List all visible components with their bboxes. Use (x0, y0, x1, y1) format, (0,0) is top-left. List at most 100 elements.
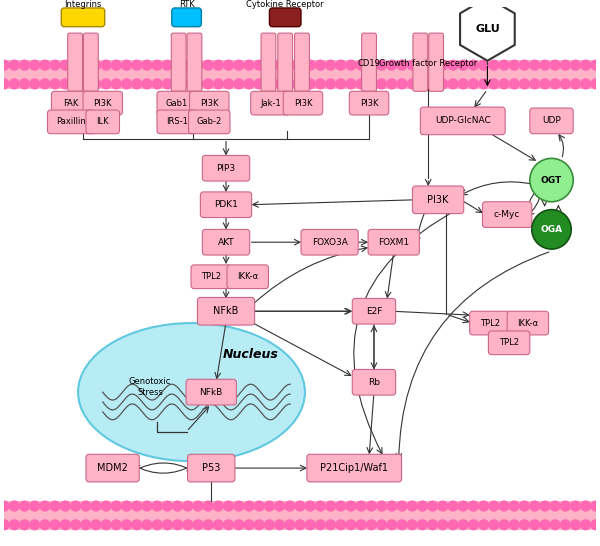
FancyBboxPatch shape (86, 454, 139, 482)
Circle shape (326, 79, 335, 89)
Circle shape (91, 79, 101, 89)
Circle shape (173, 501, 182, 511)
Circle shape (305, 79, 315, 89)
FancyBboxPatch shape (295, 33, 310, 91)
Circle shape (367, 79, 376, 89)
Text: CD19: CD19 (358, 59, 380, 68)
Circle shape (132, 60, 142, 70)
Circle shape (61, 60, 70, 70)
Circle shape (265, 520, 274, 530)
Circle shape (61, 520, 70, 530)
Text: Integrins: Integrins (64, 1, 101, 9)
Circle shape (152, 60, 162, 70)
Text: FAK: FAK (64, 99, 79, 108)
Circle shape (377, 501, 386, 511)
Circle shape (163, 520, 172, 530)
Circle shape (173, 79, 182, 89)
Circle shape (234, 60, 244, 70)
Circle shape (30, 520, 40, 530)
Circle shape (367, 520, 376, 530)
Circle shape (316, 60, 325, 70)
Circle shape (254, 501, 264, 511)
Circle shape (152, 520, 162, 530)
Text: Nucleus: Nucleus (223, 348, 278, 361)
Circle shape (407, 501, 417, 511)
Circle shape (295, 520, 305, 530)
Circle shape (193, 501, 203, 511)
Circle shape (469, 501, 478, 511)
Text: P53: P53 (202, 463, 220, 473)
Circle shape (448, 520, 458, 530)
Circle shape (254, 520, 264, 530)
Circle shape (591, 60, 600, 70)
Circle shape (387, 60, 397, 70)
Circle shape (560, 60, 570, 70)
Circle shape (550, 501, 560, 511)
FancyBboxPatch shape (412, 186, 464, 213)
Circle shape (101, 520, 111, 530)
Circle shape (469, 60, 478, 70)
Circle shape (224, 79, 233, 89)
FancyBboxPatch shape (157, 110, 196, 134)
Circle shape (50, 501, 60, 511)
Circle shape (509, 60, 519, 70)
Bar (4, 60, 596, 90)
Text: GLU: GLU (475, 24, 500, 34)
Circle shape (571, 79, 580, 89)
Circle shape (234, 501, 244, 511)
Text: P21Cip1/Waf1: P21Cip1/Waf1 (320, 463, 388, 473)
FancyBboxPatch shape (188, 454, 235, 482)
Circle shape (112, 79, 121, 89)
Circle shape (438, 79, 448, 89)
Text: E2F: E2F (366, 307, 382, 316)
Bar (4, 501, 596, 530)
Circle shape (530, 520, 539, 530)
FancyBboxPatch shape (530, 108, 573, 134)
Circle shape (469, 520, 478, 530)
Circle shape (418, 520, 427, 530)
FancyBboxPatch shape (488, 331, 530, 355)
FancyBboxPatch shape (261, 33, 276, 91)
Circle shape (214, 60, 223, 70)
Circle shape (550, 79, 560, 89)
FancyBboxPatch shape (421, 107, 505, 135)
Circle shape (234, 79, 244, 89)
Circle shape (214, 79, 223, 89)
Circle shape (346, 60, 356, 70)
FancyBboxPatch shape (188, 110, 230, 134)
FancyBboxPatch shape (202, 229, 250, 255)
Text: IKK-α: IKK-α (237, 272, 258, 281)
Circle shape (367, 501, 376, 511)
FancyBboxPatch shape (191, 265, 232, 289)
Circle shape (234, 520, 244, 530)
Circle shape (438, 60, 448, 70)
Text: PI3K: PI3K (94, 99, 112, 108)
Circle shape (530, 158, 573, 202)
Circle shape (183, 60, 193, 70)
Circle shape (489, 520, 499, 530)
Circle shape (571, 60, 580, 70)
FancyBboxPatch shape (413, 33, 428, 91)
Text: PI3K: PI3K (294, 99, 312, 108)
Circle shape (418, 79, 427, 89)
Circle shape (316, 520, 325, 530)
Circle shape (275, 79, 284, 89)
Circle shape (81, 60, 91, 70)
Circle shape (101, 501, 111, 511)
Circle shape (540, 520, 550, 530)
Circle shape (193, 520, 203, 530)
Circle shape (581, 60, 590, 70)
Text: Gab1: Gab1 (166, 99, 188, 108)
Circle shape (122, 520, 131, 530)
Circle shape (346, 501, 356, 511)
Circle shape (499, 79, 509, 89)
Circle shape (71, 501, 80, 511)
Circle shape (163, 79, 172, 89)
FancyBboxPatch shape (227, 265, 268, 289)
Polygon shape (460, 0, 515, 61)
Text: RTK: RTK (179, 1, 194, 9)
Text: PDK1: PDK1 (214, 200, 238, 209)
Circle shape (581, 501, 590, 511)
Circle shape (448, 501, 458, 511)
Circle shape (91, 60, 101, 70)
